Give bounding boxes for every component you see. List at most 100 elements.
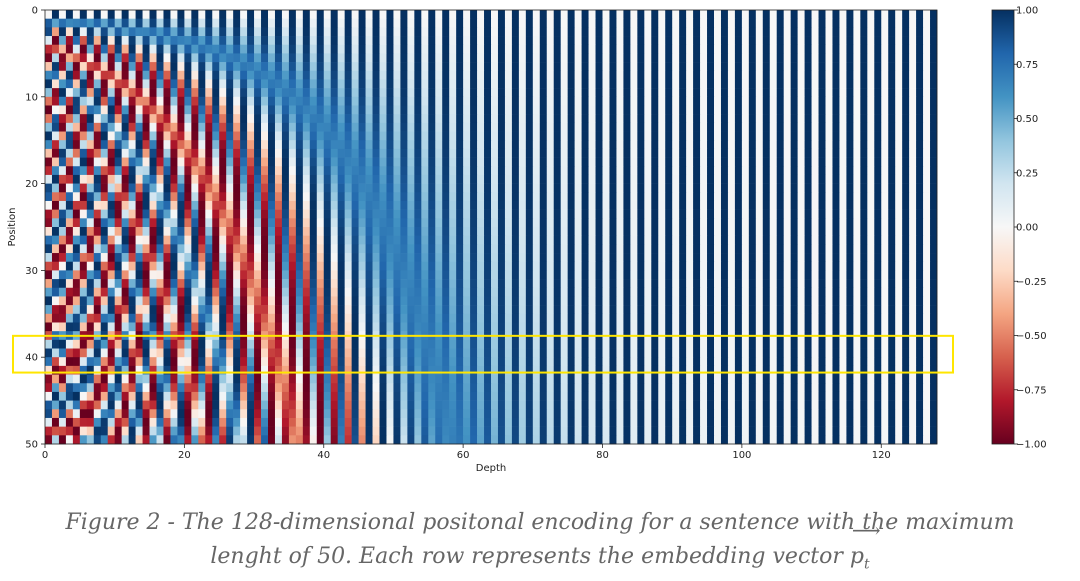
heatmap-cell	[261, 287, 269, 297]
heatmap-cell	[421, 18, 429, 28]
heatmap-cell	[874, 148, 882, 158]
heatmap-cell	[567, 279, 575, 289]
heatmap-cell	[379, 140, 387, 150]
heatmap-cell	[421, 44, 429, 54]
heatmap-cell	[546, 157, 555, 167]
heatmap-cell	[302, 305, 311, 315]
heatmap-cell	[470, 18, 478, 28]
heatmap-cell	[609, 140, 617, 150]
heatmap-cell	[637, 36, 645, 46]
heatmap-cell	[233, 114, 241, 124]
heatmap-cell	[288, 96, 297, 106]
heatmap-cell	[386, 70, 394, 80]
heatmap-cell	[428, 235, 436, 245]
heatmap-cell	[309, 44, 318, 54]
heatmap-cell	[435, 96, 443, 106]
heatmap-cell	[609, 253, 617, 263]
heatmap-cell	[309, 36, 318, 46]
heatmap-cell	[748, 148, 757, 158]
heatmap-cell	[644, 114, 652, 124]
heatmap-cell	[839, 166, 847, 176]
heatmap-cell	[456, 10, 464, 19]
heatmap-cell	[693, 313, 701, 323]
heatmap-cell	[107, 166, 115, 176]
heatmap-cell	[567, 235, 575, 245]
heatmap-cell	[400, 253, 408, 263]
heatmap-cell	[107, 270, 115, 280]
heatmap-cell	[553, 227, 561, 236]
heatmap-cell	[142, 27, 150, 37]
heatmap-cell	[393, 27, 401, 37]
heatmap-cell	[428, 18, 436, 28]
heatmap-cell	[435, 10, 443, 19]
heatmap-cell	[372, 279, 380, 289]
heatmap-cell	[45, 174, 53, 184]
heatmap-cell	[463, 44, 471, 54]
heatmap-cell	[65, 348, 74, 358]
heatmap-cell	[316, 157, 325, 167]
heatmap-cell	[254, 96, 262, 106]
heatmap-cell	[435, 322, 443, 332]
heatmap-cell	[184, 10, 192, 19]
heatmap-cell	[330, 88, 338, 98]
heatmap-cell	[539, 235, 548, 245]
heatmap-cell	[421, 253, 429, 263]
heatmap-cell	[428, 96, 436, 106]
heatmap-cell	[428, 36, 436, 46]
heatmap-cell	[295, 70, 304, 80]
heatmap-cell	[853, 105, 861, 115]
heatmap-cell	[665, 157, 673, 167]
heatmap-cell	[832, 200, 840, 210]
heatmap-cell	[45, 114, 53, 124]
heatmap-cell	[755, 18, 764, 28]
heatmap-cell	[254, 270, 262, 280]
heatmap-cell	[219, 227, 227, 236]
heatmap-cell	[595, 10, 603, 19]
heatmap-cell	[191, 209, 199, 219]
heatmap-cell	[281, 88, 290, 98]
heatmap-cell	[330, 227, 338, 236]
heatmap-cell	[414, 253, 422, 263]
heatmap-cell	[860, 183, 868, 193]
heatmap-cell	[616, 105, 624, 115]
heatmap-cell	[121, 10, 129, 19]
heatmap-cell	[288, 200, 297, 210]
heatmap-cell	[247, 227, 255, 236]
heatmap-cell	[386, 200, 394, 210]
heatmap-cell	[100, 227, 109, 236]
heatmap-cell	[707, 131, 715, 141]
heatmap-cell	[658, 36, 666, 46]
heatmap-cell	[212, 140, 220, 150]
heatmap-cell	[337, 287, 345, 297]
heatmap-cell	[114, 157, 122, 167]
heatmap-cell	[219, 53, 227, 63]
heatmap-cell	[107, 339, 115, 349]
heatmap-cell	[693, 261, 701, 271]
heatmap-cell	[470, 339, 478, 349]
heatmap-cell	[755, 174, 764, 184]
heatmap-cell	[832, 253, 840, 263]
heatmap-cell	[714, 287, 722, 297]
heatmap-cell	[330, 244, 338, 254]
heatmap-cell	[825, 114, 833, 124]
heatmap-cell	[463, 253, 471, 263]
heatmap-cell	[491, 157, 499, 167]
heatmap-cell	[776, 88, 784, 98]
heatmap-cell	[532, 279, 541, 289]
heatmap-cell	[804, 96, 812, 106]
heatmap-cell	[741, 88, 750, 98]
heatmap-cell	[714, 140, 722, 150]
heatmap-cell	[804, 192, 812, 202]
heatmap-cell	[797, 114, 805, 124]
heatmap-cell	[839, 235, 847, 245]
heatmap-cell	[65, 105, 74, 115]
heatmap-cell	[714, 244, 722, 254]
heatmap-cell	[135, 27, 143, 37]
heatmap-cell	[107, 200, 115, 210]
heatmap-cell	[595, 235, 603, 245]
heatmap-cell	[686, 131, 694, 141]
heatmap-cell	[511, 114, 520, 124]
heatmap-cell	[114, 279, 122, 289]
heatmap-cell	[755, 218, 764, 228]
